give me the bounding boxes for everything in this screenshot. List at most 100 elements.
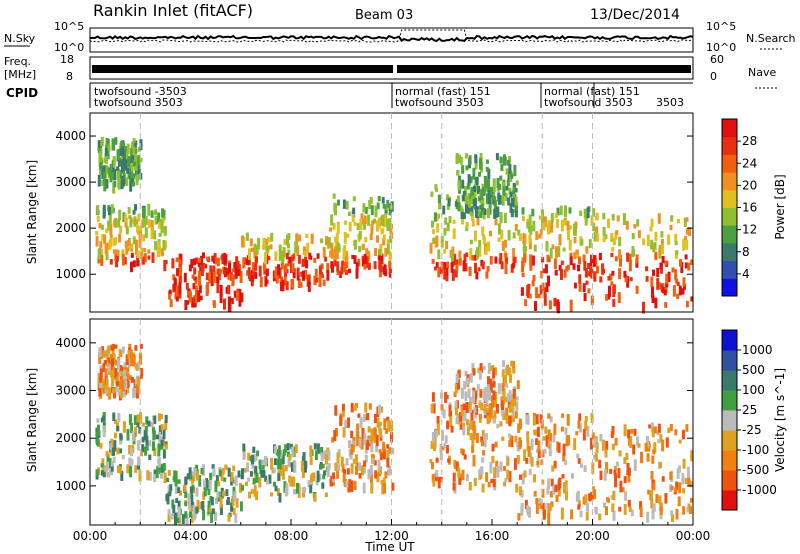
echo-cell: [249, 238, 253, 247]
freq-gap: [393, 65, 397, 73]
echo-cell: [449, 416, 453, 427]
echo-cell: [383, 264, 387, 269]
echo-cell: [464, 391, 468, 402]
echo-cell: [129, 216, 133, 228]
colorbar-cell: [722, 207, 737, 226]
echo-cell: [585, 512, 589, 521]
echo-cell: [114, 370, 118, 377]
echo-cell: [595, 212, 599, 221]
echo-cell: [134, 465, 138, 473]
echo-cell: [442, 205, 446, 215]
echo-cell: [310, 233, 314, 244]
echo-cell: [681, 429, 685, 440]
echo-cell: [455, 418, 459, 425]
echo-cell: [494, 441, 498, 448]
echo-cell: [318, 474, 322, 481]
echo-cell: [553, 423, 557, 435]
echo-cell: [115, 249, 119, 255]
echo-cell: [356, 430, 360, 440]
echo-cell: [124, 145, 128, 152]
echo-cell: [237, 470, 241, 478]
echo-cell: [469, 211, 473, 217]
echo-cell: [625, 452, 629, 460]
echo-cell: [684, 254, 688, 260]
echo-cell: [221, 468, 225, 475]
echo-cell: [147, 255, 151, 260]
echo-cell: [491, 190, 495, 195]
echo-cell: [232, 486, 236, 496]
echo-cell: [501, 369, 505, 378]
echo-cell: [336, 270, 340, 275]
echo-cell: [515, 180, 519, 186]
echo-cell: [294, 444, 298, 454]
echo-cell: [535, 497, 539, 505]
echo-cell: [562, 443, 566, 456]
echo-cell: [198, 257, 202, 263]
echo-cell: [584, 214, 588, 226]
echo-cell: [116, 447, 120, 455]
echo-cell: [241, 468, 244, 480]
echo-cell: [512, 248, 516, 260]
echo-cell: [465, 473, 469, 482]
echo-cell: [471, 445, 475, 453]
echo-cell: [466, 183, 470, 190]
echo-cell: [649, 226, 653, 232]
echo-cell: [443, 268, 447, 280]
power-colorbar-label: Power [dB]: [773, 174, 787, 239]
echo-cell: [388, 267, 392, 275]
echo-cell: [586, 425, 590, 437]
echo-cell: [575, 492, 579, 502]
echo-cell: [472, 455, 476, 467]
echo-cell: [218, 469, 222, 477]
echo-cell: [384, 471, 388, 479]
y-tick-label: 2000: [55, 221, 86, 235]
echo-cell: [563, 269, 567, 278]
echo-cell: [439, 476, 443, 483]
echo-cell: [444, 435, 448, 444]
echo-cell: [531, 255, 535, 266]
echo-cell: [110, 204, 114, 214]
echo-cell: [117, 358, 120, 370]
echo-cell: [509, 191, 513, 198]
echo-cell: [225, 268, 229, 272]
echo-cell: [549, 416, 553, 423]
echo-cell: [446, 222, 450, 232]
echo-cell: [622, 213, 626, 226]
echo-cell: [520, 287, 524, 296]
echo-cell: [343, 469, 346, 475]
echo-cell: [650, 239, 654, 250]
echo-cell: [130, 147, 134, 158]
echo-cell: [541, 479, 545, 485]
echo-cell: [593, 489, 597, 500]
echo-cell: [173, 277, 177, 285]
echo-cell: [453, 391, 457, 398]
echo-cell: [684, 262, 688, 269]
echo-cell: [254, 263, 258, 271]
echo-cell: [591, 432, 595, 440]
echo-cell: [379, 428, 383, 438]
freq-panel: Freq. [MHz] 18 8 60 0 Nave: [4, 53, 777, 89]
echo-cell: [388, 211, 392, 216]
echo-cell: [105, 251, 109, 261]
echo-cell: [628, 506, 632, 512]
echo-cell: [573, 438, 577, 451]
echo-cell: [330, 249, 334, 259]
echo-cell: [659, 462, 663, 468]
echo-cell: [353, 221, 357, 226]
echo-cell: [494, 367, 497, 376]
echo-cell: [330, 242, 334, 253]
echo-cell: [183, 272, 187, 283]
echo-cell: [472, 167, 476, 180]
echo-cell: [116, 168, 120, 180]
echo-cell: [569, 256, 573, 266]
echo-cell: [205, 272, 209, 281]
echo-cell: [567, 435, 571, 446]
echo-cell: [113, 440, 117, 452]
echo-cell: [514, 206, 518, 217]
echo-cell: [457, 370, 461, 378]
echo-cell: [302, 246, 306, 255]
echo-cell: [135, 219, 139, 225]
echo-cell: [686, 506, 690, 513]
echo-cell: [252, 478, 256, 485]
echo-cell: [472, 428, 476, 440]
